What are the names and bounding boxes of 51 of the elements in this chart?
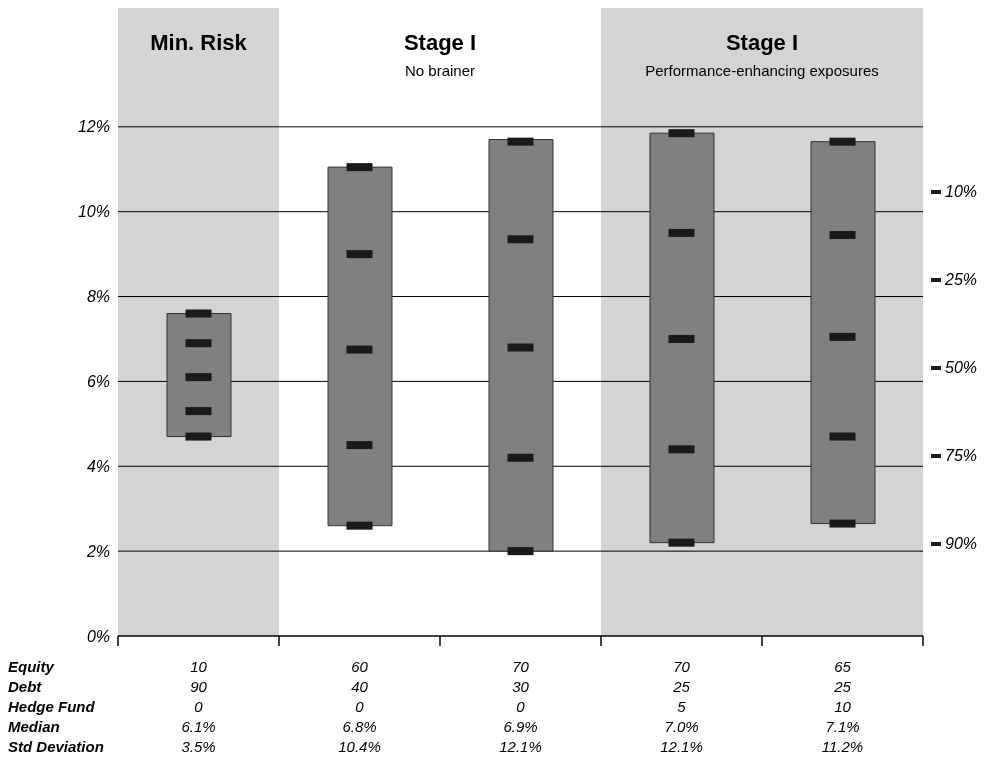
text: 60	[350, 658, 369, 675]
text: Hedge Fund	[8, 698, 95, 715]
text: 25	[672, 678, 691, 695]
legend-label: 50%	[945, 359, 978, 377]
text: 0	[193, 698, 204, 715]
text: 70	[672, 658, 691, 675]
bar	[649, 132, 715, 544]
legend-label: 25%	[945, 271, 978, 289]
annotation: Min. Risk	[149, 30, 248, 56]
y-tick-label: 2%	[85, 542, 110, 560]
text: 6.9%	[502, 718, 539, 735]
text: 3.5%	[180, 738, 217, 755]
text: Debt	[8, 678, 42, 695]
annotation: Stage I	[402, 30, 478, 56]
annotation: No brainer	[403, 62, 476, 79]
y-tick-label: 4%	[86, 457, 110, 475]
text: 65	[833, 658, 852, 675]
legend-label: 10%	[945, 183, 978, 201]
text: 11.2%	[820, 738, 865, 755]
text: 6.1%	[180, 718, 217, 735]
y-tick-label: 6%	[86, 373, 110, 391]
y-tick-label: 12%	[77, 118, 110, 136]
text: Equity	[8, 658, 54, 675]
legend-label: 75%	[945, 447, 978, 465]
text: 7.1%	[824, 718, 861, 735]
y-tick-label: 8%	[86, 288, 110, 306]
text: 5	[676, 698, 687, 715]
text: Median	[8, 718, 60, 735]
text: 40	[350, 678, 369, 695]
text: 0	[515, 698, 526, 715]
text: 0	[354, 698, 365, 715]
text: Std Deviation	[8, 738, 104, 755]
bar	[488, 139, 554, 552]
text: 10	[189, 658, 208, 675]
y-tick-label: 0%	[86, 627, 110, 645]
legend-label: 90%	[945, 535, 978, 553]
text: 25	[833, 678, 852, 695]
text: 90	[189, 678, 208, 695]
annotation: Performance-enhancing exposures	[644, 62, 880, 79]
bar	[327, 166, 393, 527]
text: 12.1%	[498, 738, 543, 755]
text: 6.8%	[341, 718, 378, 735]
annotation: Stage I	[724, 30, 800, 56]
text: 10	[833, 698, 852, 715]
bar	[810, 141, 876, 525]
text: 10.4%	[337, 738, 382, 755]
y-tick-label: 10%	[77, 203, 110, 221]
text: 7.0%	[663, 718, 700, 735]
text: 70	[511, 658, 530, 675]
text: 30	[511, 678, 530, 695]
text: 12.1%	[659, 738, 704, 755]
